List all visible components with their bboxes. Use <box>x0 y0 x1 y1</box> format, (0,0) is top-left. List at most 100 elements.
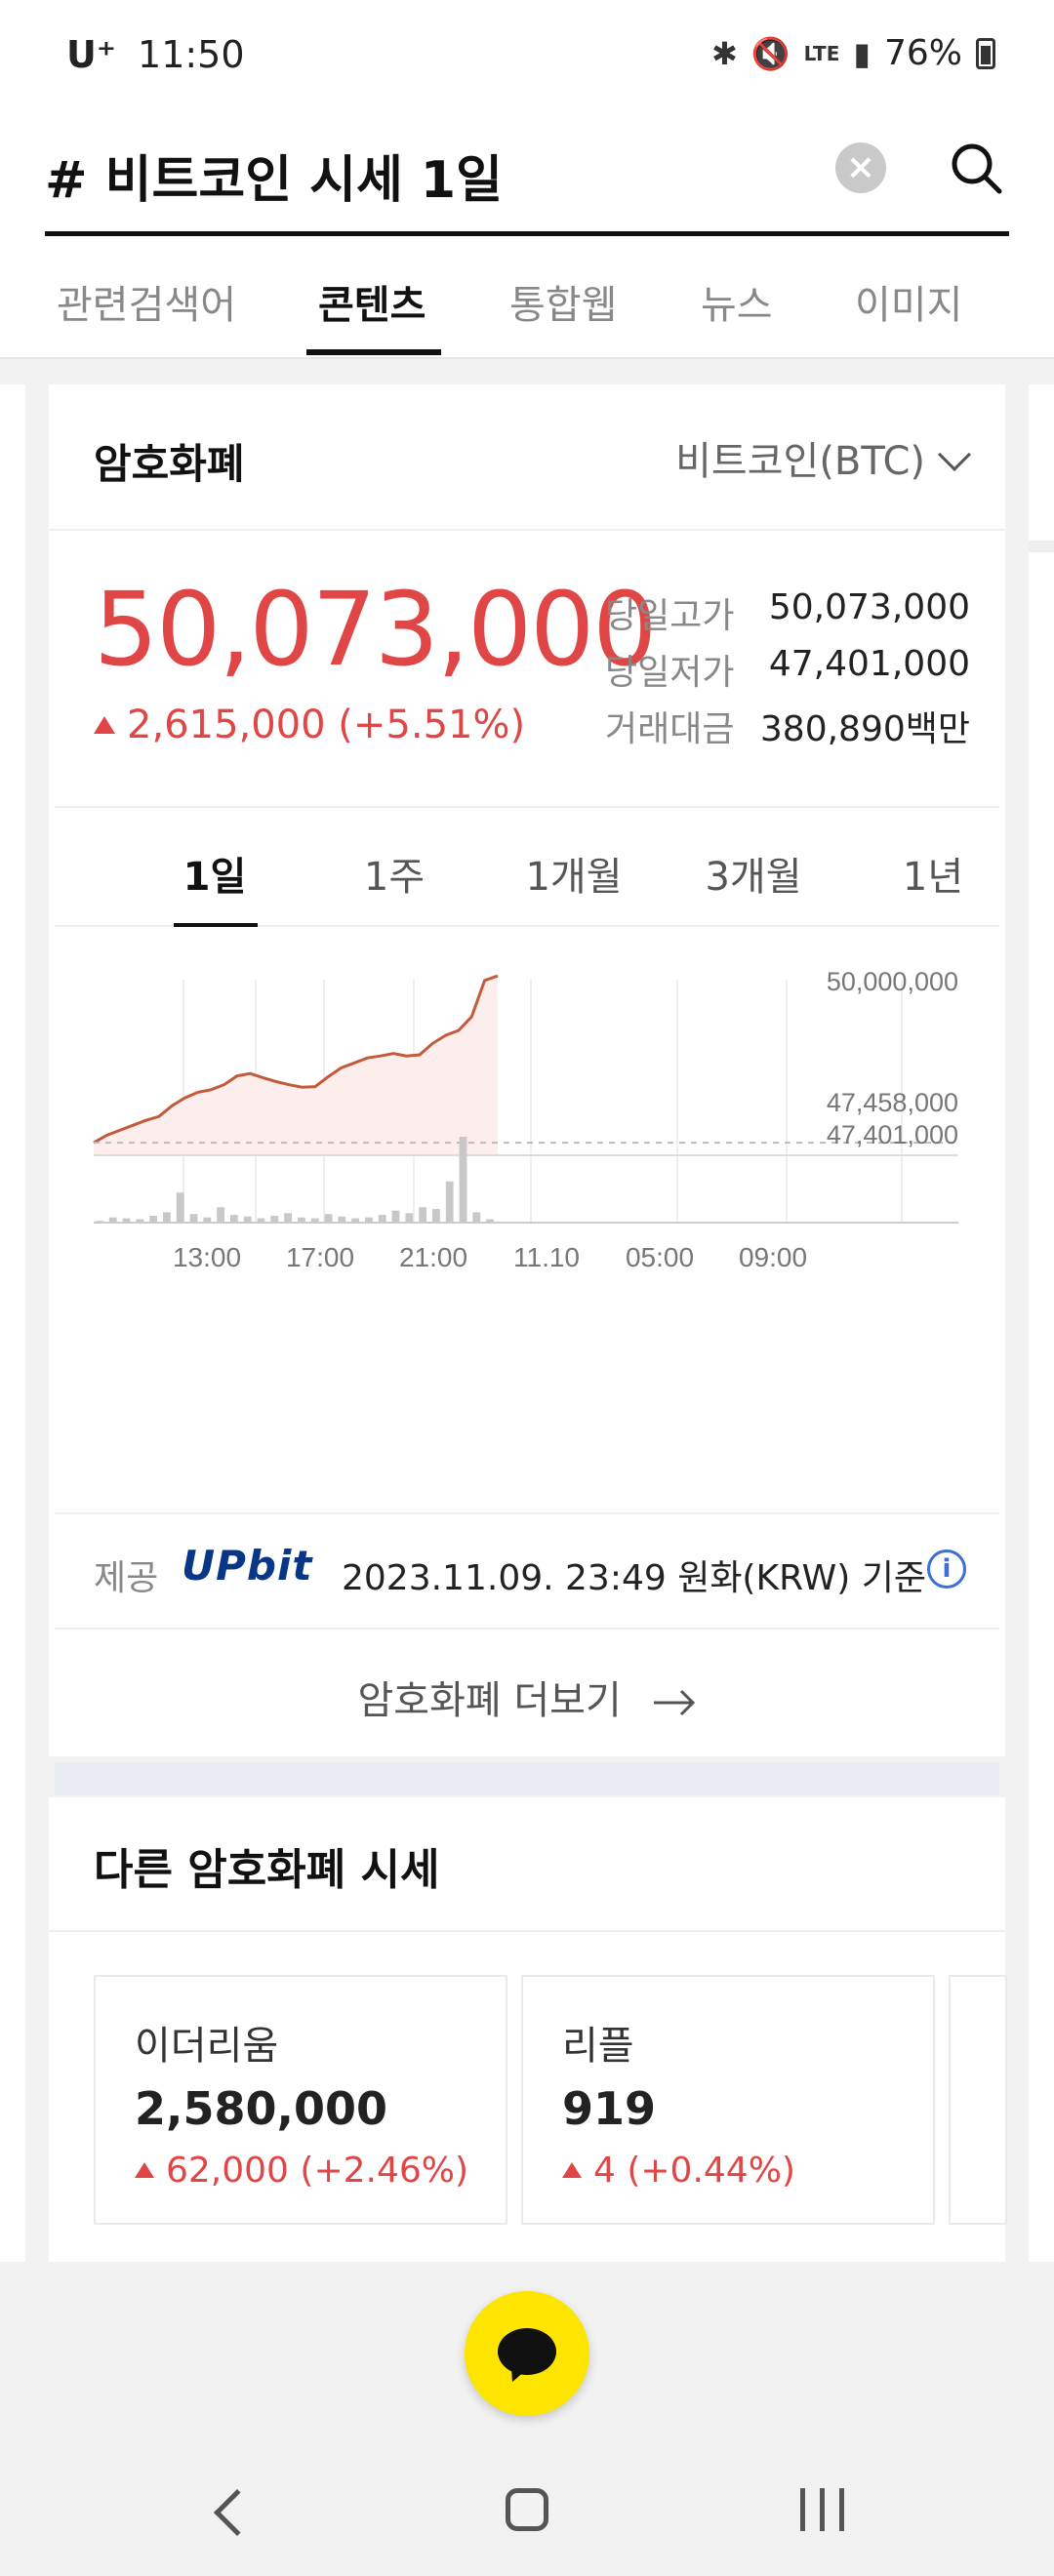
more-crypto-button[interactable]: 암호화폐 더보기 <box>49 1630 1005 1756</box>
coin-name: 이더리움 <box>135 2024 279 2069</box>
volume-bar <box>149 1216 157 1223</box>
clock: 11:50 <box>138 33 245 76</box>
stat-row-volume: 거래대금 380,890백만 <box>605 701 970 757</box>
search-bar[interactable]: # 비트코인 시세 1일 × <box>45 127 1009 236</box>
x-axis-labels: 13:00 17:00 21:00 11.10 05:00 09:00 <box>173 1242 807 1272</box>
volume-bar <box>203 1217 212 1223</box>
volume-bar <box>338 1216 346 1223</box>
x-tick-label: 17:00 <box>286 1242 354 1272</box>
y-tick-label: 50,000,000 <box>827 967 958 996</box>
next-card-edge <box>1029 384 1054 2262</box>
stat-value: 47,401,000 <box>768 644 970 684</box>
search-query[interactable]: # 비트코인 시세 1일 <box>45 151 503 210</box>
tab-web[interactable]: 통합웹 <box>509 283 618 328</box>
mute-icon: 🔇 <box>750 34 790 72</box>
stat-label: 거래대금 <box>605 709 735 749</box>
volume-bar <box>257 1218 265 1223</box>
carrier-label: U⁺ <box>66 33 116 76</box>
volume-bar <box>270 1216 279 1223</box>
volume-bar <box>432 1208 440 1223</box>
search-tabs: 관련검색어 콘텐츠 통합웹 뉴스 이미지 <box>0 256 1054 359</box>
current-price: 50,073,000 <box>94 570 657 689</box>
active-tab-indicator <box>306 349 441 355</box>
crypto-card: 암호화폐 비트코인(BTC) 50,073,000 2,615,000 (+5.… <box>49 384 1005 1756</box>
coin-selector-label: 비트코인(BTC) <box>675 439 925 484</box>
x-tick-label: 11.10 <box>513 1242 580 1272</box>
volume-bar <box>217 1207 224 1223</box>
volume-bar <box>189 1214 198 1223</box>
status-bar: U⁺ 11:50 ✱ 🔇 LTE ▮ 76% <box>0 0 1054 107</box>
volume-bar <box>163 1212 171 1223</box>
volume-bar <box>136 1219 144 1223</box>
price-line <box>93 974 499 1145</box>
section-divider <box>55 1762 999 1795</box>
price-change-value: 2,615,000 (+5.51%) <box>127 703 526 747</box>
prev-card-edge <box>0 384 25 2262</box>
volume-bar <box>351 1218 359 1223</box>
chart-grid <box>182 980 903 1224</box>
tab-contents[interactable]: 콘텐츠 <box>318 283 426 328</box>
volume-bar <box>459 1137 467 1223</box>
provider-timestamp: 2023.11.09. 23:49 원화(KRW) 기준 <box>342 1558 926 1598</box>
coin-card-next[interactable] <box>949 1975 1007 2225</box>
battery-icon <box>976 37 995 69</box>
volume-bar <box>472 1212 481 1223</box>
volume-bar <box>391 1210 400 1223</box>
tab-images[interactable]: 이미지 <box>855 283 963 328</box>
tab-related[interactable]: 관련검색어 <box>57 283 236 328</box>
back-icon[interactable] <box>213 2488 262 2537</box>
clear-search-button[interactable]: × <box>835 142 886 193</box>
stat-value: 50,073,000 <box>768 587 970 627</box>
coin-change: 62,000 (+2.46%) <box>135 2151 468 2191</box>
volume-bar <box>108 1217 117 1223</box>
period-tab-3m[interactable]: 3개월 <box>705 855 802 900</box>
volume-bar <box>378 1215 386 1223</box>
upbit-logo: UPbit <box>182 1542 313 1590</box>
coin-card-ethereum[interactable]: 이더리움 2,580,000 62,000 (+2.46%) <box>94 1975 507 2225</box>
search-icon[interactable] <box>943 135 1011 203</box>
volume-bar <box>230 1215 238 1223</box>
y-tick-label: 47,401,000 <box>827 1120 958 1149</box>
volume-bar <box>298 1217 305 1223</box>
stat-label: 당일저가 <box>605 653 735 693</box>
coin-name: 리플 <box>562 2024 634 2069</box>
up-triangle-icon <box>562 2162 582 2178</box>
x-tick-label: 13:00 <box>173 1242 241 1272</box>
coin-change: 4 (+0.44%) <box>562 2151 795 2191</box>
coin-card-ripple[interactable]: 리플 919 4 (+0.44%) <box>521 1975 935 2225</box>
kakaotalk-button[interactable] <box>465 2291 589 2416</box>
price-area <box>94 976 498 1155</box>
lte-icon: LTE <box>803 41 840 65</box>
volume-bar <box>243 1216 252 1223</box>
info-icon[interactable]: i <box>927 1550 966 1589</box>
recent-apps-icon[interactable] <box>800 2488 849 2535</box>
volume-bar <box>445 1181 454 1223</box>
coin-change-value: 4 (+0.44%) <box>593 2151 795 2191</box>
price-chart[interactable]: 50,000,000 47,458,000 47,401,000 13:00 17:0… <box>49 941 1005 1458</box>
period-tab-1y[interactable]: 1년 <box>902 855 964 900</box>
coin-selector[interactable]: 비트코인(BTC) <box>675 429 971 486</box>
stat-value: 380,890백만 <box>759 709 970 749</box>
volume-bar <box>176 1192 184 1223</box>
stat-row-low: 당일저가 47,401,000 <box>605 644 970 701</box>
period-tab-1m[interactable]: 1개월 <box>525 855 623 900</box>
bluetooth-icon: ✱ <box>710 34 738 72</box>
period-tab-1d[interactable]: 1일 <box>182 855 247 900</box>
y-tick-label: 47,458,000 <box>827 1088 958 1117</box>
battery-percent: 76% <box>883 33 962 73</box>
period-tab-1w[interactable]: 1주 <box>363 855 426 900</box>
volume-bar <box>405 1213 414 1223</box>
volume-bar <box>324 1214 333 1223</box>
crypto-card-title: 암호화폐 <box>94 440 245 488</box>
home-icon[interactable] <box>506 2488 548 2531</box>
other-coins-card: 다른 암호화폐 시세 이더리움 2,580,000 62,000 (+2.46%… <box>49 1797 1007 2262</box>
active-period-indicator <box>174 923 258 927</box>
volume-bars <box>96 1137 494 1223</box>
top-bar: U⁺ 11:50 ✱ 🔇 LTE ▮ 76% # 비트코인 시세 1일 × 관련… <box>0 0 1054 359</box>
up-triangle-icon <box>94 716 115 734</box>
data-provider: 제공 UPbit 2023.11.09. 23:49 원화(KRW) 기준 i <box>55 1512 999 1630</box>
divider <box>49 1930 1005 1932</box>
provider-label: 제공 <box>94 1558 159 1598</box>
period-tabs: 1일 1주 1개월 3개월 1년 <box>55 806 999 927</box>
tab-news[interactable]: 뉴스 <box>701 283 773 328</box>
